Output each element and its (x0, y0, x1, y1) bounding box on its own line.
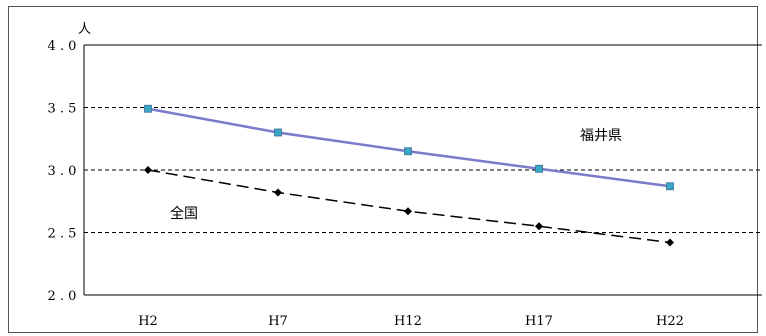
tick-labels: 2 . 0 2 . 5 3 . 0 3 . 5 4 . 0 H2 H7 H12 H17 H22 (48, 39, 684, 329)
point-1-1 (274, 188, 282, 197)
x-tick-label-H2: H2 (138, 314, 158, 329)
y-tick-label-4: 4 . 0 (48, 39, 77, 54)
series-label-fukui: 福井県 (580, 128, 622, 144)
x-tick-label-H17: H17 (525, 314, 553, 329)
point-1-2 (404, 207, 412, 216)
grid (84, 107, 762, 233)
point-0-4 (666, 182, 674, 191)
y-tick-label-2: 3 . 0 (48, 164, 77, 179)
point-1-4 (666, 238, 674, 247)
series-layer (144, 104, 674, 247)
series-line-1 (147, 169, 671, 244)
x-tick-label-H12: H12 (394, 314, 422, 329)
point-0-0 (144, 104, 152, 113)
x-tick-label-H7: H7 (268, 314, 288, 329)
y-unit-label: 人 (78, 22, 91, 37)
x-tick-label-H22: H22 (656, 314, 684, 329)
point-0-2 (404, 147, 412, 156)
point-0-1 (274, 128, 282, 137)
point-1-0 (144, 166, 152, 174)
y-tick-label-3: 3 . 5 (48, 102, 77, 117)
y-tick-label-1: 2 . 5 (48, 227, 77, 242)
series-label-national: 全国 (170, 205, 198, 222)
y-tick-label-0: 2 . 0 (48, 289, 77, 304)
axes (83, 44, 762, 296)
point-0-3 (535, 164, 543, 173)
point-1-3 (535, 222, 543, 231)
